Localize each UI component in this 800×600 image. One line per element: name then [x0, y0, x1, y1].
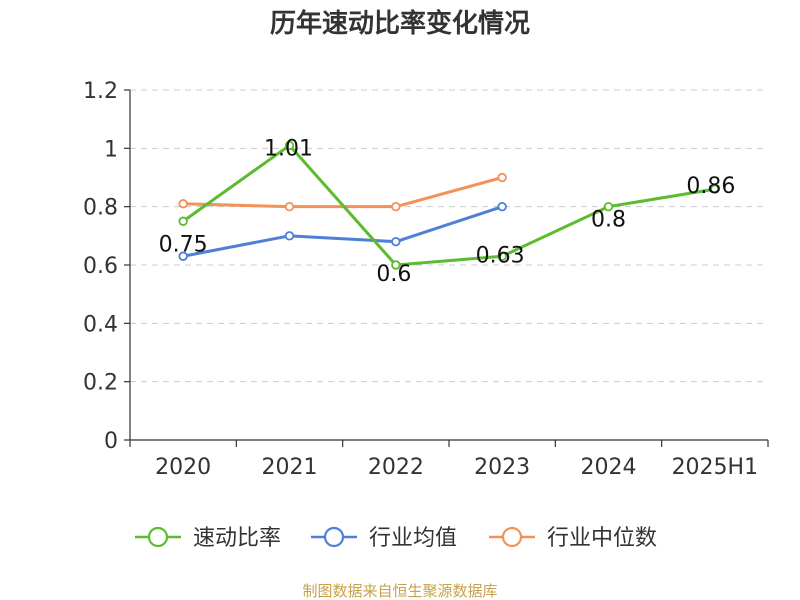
y-tick-label: 0 — [104, 429, 118, 454]
y-tick-label: 0.4 — [83, 312, 118, 337]
data-point — [284, 231, 295, 241]
y-tick-label: 0.2 — [83, 371, 118, 396]
axes: 0 0.2 0.4 0.6 0.8 1 1.2 2020 2021 2022 2023 2024 202… — [83, 79, 769, 480]
data-label: 0.75 — [159, 232, 208, 257]
chart-title: 历年速动比率变化情况 — [270, 8, 530, 39]
y-tick-label: 0.8 — [83, 196, 118, 221]
y-tick-label: 0.6 — [83, 254, 118, 279]
x-tick-label: 2021 — [262, 455, 318, 480]
data-point — [497, 201, 507, 212]
data-point — [178, 216, 188, 226]
data-point — [603, 201, 614, 212]
grid-lines — [130, 89, 768, 383]
legend: 速动比率 行业均值 行业中位数 — [135, 526, 657, 551]
legend-swatch-marker — [501, 526, 523, 548]
x-tick-label: 2025H1 — [672, 455, 759, 480]
data-labels: 0.75 1.01 0.6 0.63 0.8 0.86 — [159, 136, 736, 287]
x-tick-label: 2024 — [581, 455, 637, 480]
data-point — [497, 251, 507, 261]
x-tick-label: 2022 — [368, 455, 424, 480]
legend-swatch-marker — [323, 526, 345, 548]
legend-swatch-marker — [147, 526, 169, 548]
data-point — [391, 201, 401, 212]
data-point — [178, 251, 188, 261]
data-label: 0.63 — [476, 243, 525, 268]
series-line — [183, 176, 503, 209]
series-line — [182, 143, 716, 267]
data-point — [710, 184, 720, 194]
legend-label: 行业中位数 — [547, 526, 657, 551]
data-point — [497, 172, 507, 183]
data-point — [391, 260, 401, 270]
data-point — [284, 201, 295, 212]
legend-label: 行业均值 — [369, 526, 457, 551]
data-label: 0.86 — [686, 174, 735, 199]
y-tick-label: 1 — [104, 137, 118, 162]
series-lines — [178, 140, 720, 270]
x-tick-label: 2023 — [474, 455, 530, 480]
legend-label: 速动比率 — [193, 526, 281, 551]
data-label: 0.6 — [376, 262, 411, 287]
source-note: 制图数据来自恒生聚源数据库 — [302, 582, 497, 600]
data-point — [178, 199, 188, 209]
x-tick-label: 2020 — [155, 455, 211, 480]
series-line — [182, 205, 503, 258]
data-label: 0.8 — [591, 208, 626, 233]
data-point — [391, 236, 401, 247]
data-point — [284, 140, 295, 151]
data-label: 1.01 — [264, 136, 313, 161]
y-tick-label: 1.2 — [83, 79, 118, 104]
